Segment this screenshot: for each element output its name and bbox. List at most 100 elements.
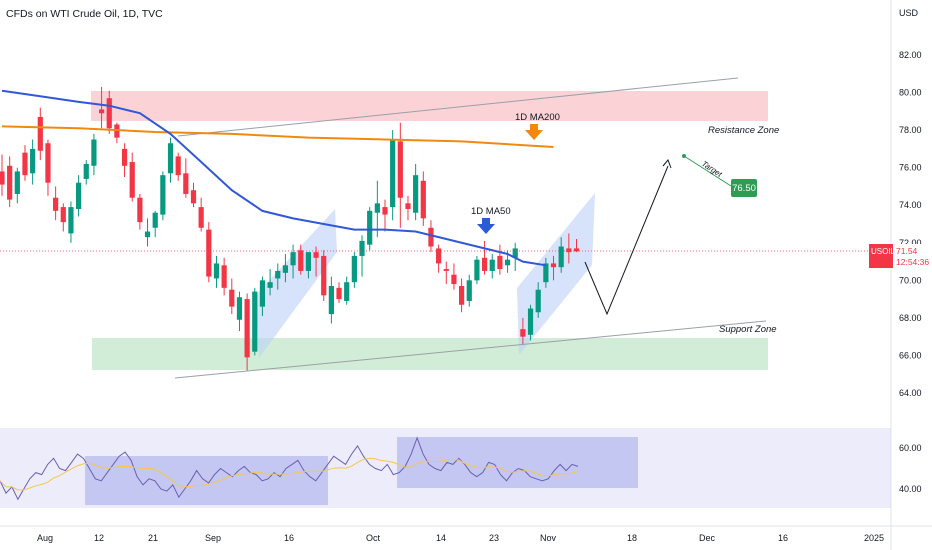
price-tick-label: 82.00 — [899, 50, 922, 60]
candle-body[interactable] — [313, 252, 319, 258]
price-tick-label: 74.00 — [899, 200, 922, 210]
candle-body[interactable] — [443, 269, 449, 271]
candle-body[interactable] — [558, 246, 564, 268]
candle-body[interactable] — [68, 207, 74, 234]
candle-body[interactable] — [30, 148, 36, 174]
candle-body[interactable] — [527, 308, 534, 335]
rsi-range-box-1[interactable] — [85, 456, 328, 505]
candle-body[interactable] — [321, 255, 327, 296]
candle-body[interactable] — [504, 259, 511, 266]
candle-body[interactable] — [282, 265, 289, 273]
ma-line[interactable] — [1, 125, 554, 148]
candle-body[interactable] — [436, 248, 442, 264]
candle-body[interactable] — [206, 229, 212, 277]
candle-body[interactable] — [167, 143, 174, 174]
candle-body[interactable] — [14, 171, 20, 194]
candle-body[interactable] — [198, 207, 204, 228]
candle-body[interactable] — [543, 263, 549, 283]
candle-body[interactable] — [60, 207, 66, 223]
candle-body[interactable] — [466, 280, 472, 301]
rsi-tick-label: 60.00 — [899, 443, 922, 453]
candle-body[interactable] — [405, 203, 411, 209]
candle-body[interactable] — [121, 148, 128, 166]
candle-body[interactable] — [451, 274, 457, 285]
candle-body[interactable] — [336, 287, 342, 300]
lower-trendline[interactable] — [174, 320, 767, 379]
candle-body[interactable] — [175, 156, 181, 176]
candle-body[interactable] — [305, 252, 311, 271]
candle-body[interactable] — [45, 143, 51, 183]
candle-body[interactable] — [129, 162, 135, 198]
candle-body[interactable] — [390, 139, 396, 208]
candle-body[interactable] — [252, 291, 258, 352]
candle-body[interactable] — [497, 255, 503, 270]
candle-body[interactable] — [213, 263, 220, 279]
candle-body[interactable] — [382, 207, 388, 215]
candle-body[interactable] — [428, 227, 434, 247]
candle-body[interactable] — [221, 265, 227, 288]
candle-body[interactable] — [37, 116, 43, 151]
candle-body[interactable] — [481, 257, 488, 271]
ma50-label: 1D MA50 — [471, 206, 511, 217]
rsi-average-line[interactable] — [0, 457, 579, 491]
candle-body[interactable] — [397, 141, 403, 198]
candle-body[interactable] — [137, 197, 143, 223]
ma-line[interactable] — [1, 89, 547, 267]
candle-body[interactable] — [512, 248, 518, 258]
rsi-range-box-2[interactable] — [397, 437, 638, 488]
candle-body[interactable] — [106, 98, 112, 129]
candle-body[interactable] — [474, 259, 480, 281]
projection-path[interactable] — [584, 165, 669, 316]
candle-body[interactable] — [413, 175, 419, 213]
candle-body[interactable] — [459, 285, 465, 305]
candle-body[interactable] — [244, 299, 250, 358]
support-zone[interactable] — [92, 338, 768, 370]
target-label: Target — [700, 159, 724, 179]
candle-body[interactable] — [550, 263, 557, 268]
candle-body[interactable] — [53, 197, 59, 211]
time-tick-label: Sep — [205, 533, 221, 543]
candle-body[interactable] — [183, 173, 189, 194]
candle-body[interactable] — [91, 139, 97, 166]
candlestick-series[interactable] — [0, 86, 580, 371]
candle-body[interactable] — [520, 329, 526, 337]
candle-body[interactable] — [98, 109, 105, 114]
candle-body[interactable] — [566, 248, 572, 253]
candle-body[interactable] — [267, 282, 273, 288]
candle-body[interactable] — [236, 297, 243, 320]
bullish-channel-2[interactable] — [517, 193, 595, 355]
candle-body[interactable] — [359, 240, 365, 256]
candle-body[interactable] — [298, 250, 304, 271]
candle-body[interactable] — [275, 270, 281, 279]
candle-body[interactable] — [374, 203, 380, 213]
candle-body[interactable] — [328, 285, 334, 315]
candle-body[interactable] — [259, 280, 266, 307]
candle-body[interactable] — [573, 248, 580, 252]
rsi-line[interactable] — [0, 436, 579, 501]
rsi-indicator[interactable] — [0, 436, 579, 501]
upper-trendline[interactable] — [177, 77, 739, 137]
candle-body[interactable] — [290, 252, 296, 266]
candle-body[interactable] — [76, 182, 82, 209]
candle-body[interactable] — [489, 259, 495, 271]
candle-body[interactable] — [7, 165, 13, 200]
candle-body[interactable] — [420, 180, 426, 219]
candle-body[interactable] — [0, 171, 5, 185]
candle-body[interactable] — [83, 163, 89, 179]
candle-body[interactable] — [344, 282, 350, 301]
candle-body[interactable] — [22, 152, 28, 176]
candle-body[interactable] — [229, 289, 235, 307]
candle-body[interactable] — [144, 231, 151, 238]
time-axis: Aug 12 21 Sep 16 Oct 14 23 Nov 18 Dec 16 2025 — [37, 533, 884, 543]
candle-body[interactable] — [535, 289, 541, 313]
bullish-channel-1[interactable] — [255, 209, 337, 358]
candle-body[interactable] — [351, 255, 357, 283]
target-price-badge[interactable] — [731, 179, 757, 197]
moving-averages[interactable] — [1, 89, 554, 267]
candle-body[interactable] — [367, 210, 373, 245]
candle-body[interactable] — [152, 212, 158, 228]
candle-body[interactable] — [190, 190, 197, 204]
resistance-zone[interactable] — [91, 91, 768, 121]
candle-body[interactable] — [160, 175, 166, 215]
